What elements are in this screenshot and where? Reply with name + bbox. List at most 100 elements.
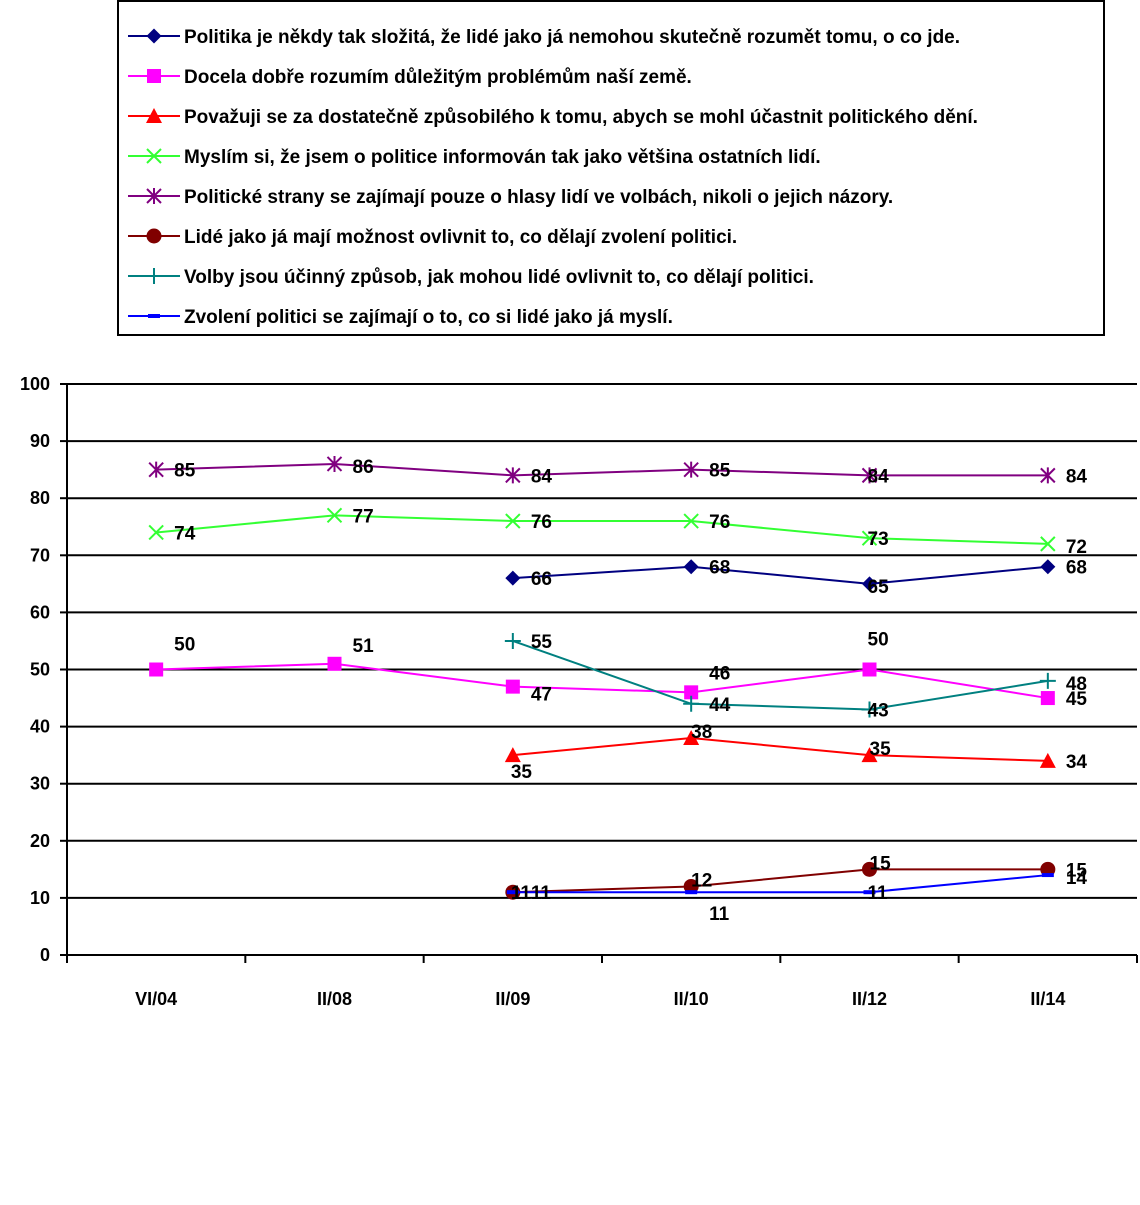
- data-point: [326, 455, 343, 472]
- series: [148, 455, 1056, 484]
- data-label: 84: [1066, 466, 1088, 487]
- legend-item: Lidé jako já mají možnost ovlivnit to, c…: [128, 227, 737, 248]
- data-point: [683, 730, 700, 746]
- data-label: 65: [868, 577, 890, 598]
- data-label: 11: [709, 904, 730, 925]
- data-point: [506, 890, 519, 895]
- data-label: 11: [868, 883, 889, 904]
- data-point: [684, 685, 699, 700]
- series-line: [156, 514, 1048, 545]
- data-point: [683, 513, 699, 529]
- legend-item: Zvolení politici se zajímají o to, co si…: [128, 307, 673, 328]
- data-point: [862, 576, 877, 592]
- data-point: [505, 513, 521, 529]
- data-point: [148, 524, 164, 541]
- series: [505, 861, 1056, 900]
- legend-label: Lidé jako já mají možnost ovlivnit to, c…: [184, 227, 737, 248]
- series: [505, 559, 1056, 592]
- y-tick-label: 30: [30, 774, 50, 794]
- legend-marker-icon: [147, 69, 161, 83]
- series-line: [512, 874, 1048, 894]
- data-label: 47: [531, 685, 552, 706]
- data-label: 50: [174, 635, 195, 656]
- y-tick-label: 100: [20, 374, 50, 394]
- data-label: 84: [868, 466, 890, 487]
- series-line: [512, 565, 1048, 585]
- data-label: 35: [511, 762, 533, 783]
- data-point: [327, 656, 342, 671]
- y-tick-label: 40: [30, 717, 50, 737]
- data-label: 43: [868, 700, 889, 721]
- legend-marker-icon: [146, 148, 162, 164]
- data-point: [505, 467, 521, 484]
- series: [504, 730, 1056, 768]
- data-point: [861, 467, 878, 484]
- data-point: [504, 747, 521, 763]
- legend-label: Myslím si, že jsem o politice informován…: [184, 147, 821, 168]
- data-point: [685, 890, 698, 895]
- data-label: 50: [868, 630, 889, 651]
- data-label: 11: [531, 883, 552, 904]
- x-tick-label: II/09: [495, 989, 530, 1009]
- data-label: 44: [709, 695, 731, 716]
- data-point: [505, 570, 521, 586]
- data-point: [1040, 691, 1055, 706]
- y-tick-label: 20: [30, 831, 50, 851]
- y-tick-label: 10: [30, 888, 50, 908]
- data-label: 51: [353, 636, 375, 657]
- y-tick-label: 80: [30, 488, 50, 508]
- data-label: 76: [709, 512, 730, 533]
- legend-label: Docela dobře rozumím důležitým problémům…: [184, 67, 692, 88]
- data-point: [861, 701, 878, 718]
- data-label: 35: [870, 739, 892, 760]
- legend-item: Myslím si, že jsem o politice informován…: [128, 147, 821, 168]
- x-tick-label: II/08: [317, 989, 352, 1009]
- series: [506, 873, 1054, 895]
- legend-label: Volby jsou účinný způsob, jak mohou lidé…: [184, 267, 814, 288]
- data-point: [1040, 467, 1056, 484]
- legend-marker-icon: [148, 314, 160, 318]
- data-label: 45: [1066, 689, 1088, 710]
- legend: Politika je někdy tak složitá, že lidé j…: [117, 0, 1105, 336]
- legend-item: Politika je někdy tak složitá, že lidé j…: [128, 27, 960, 48]
- data-label: 34: [1066, 752, 1088, 773]
- data-label: 73: [868, 529, 889, 550]
- data-label: 46: [709, 663, 730, 684]
- data-point: [1039, 752, 1056, 768]
- data-point: [505, 679, 520, 694]
- data-point: [862, 861, 877, 877]
- data-point: [683, 461, 699, 478]
- legend-marker-icon: [146, 108, 162, 123]
- legend-marker-icon: [146, 228, 162, 244]
- data-point: [504, 632, 521, 649]
- data-point: [683, 559, 699, 575]
- data-label: 15: [870, 853, 892, 874]
- data-point: [1040, 536, 1056, 552]
- data-label: 11: [511, 883, 532, 904]
- series: [148, 507, 1056, 552]
- data-label: 66: [531, 569, 552, 590]
- legend-item: Politické strany se zajímají pouze o hla…: [128, 187, 893, 208]
- legend-item: Volby jsou účinný způsob, jak mohou lidé…: [128, 267, 814, 288]
- data-label: 55: [531, 632, 553, 653]
- x-tick-label: VI/04: [135, 989, 177, 1009]
- data-label: 48: [1066, 674, 1087, 695]
- data-point: [1041, 873, 1054, 878]
- data-point: [683, 695, 700, 712]
- y-tick-label: 60: [30, 602, 50, 622]
- data-point: [148, 461, 164, 478]
- data-point: [862, 662, 877, 677]
- series: [504, 632, 1056, 718]
- data-point: [1039, 672, 1056, 689]
- data-point: [149, 662, 164, 677]
- y-tick-label: 50: [30, 660, 50, 680]
- data-point: [326, 507, 343, 524]
- data-label: 85: [709, 461, 731, 482]
- data-label: 38: [691, 722, 712, 743]
- data-label: 14: [1066, 868, 1088, 889]
- x-tick-label: II/10: [674, 989, 709, 1009]
- series-line: [512, 868, 1048, 894]
- data-label: 77: [353, 506, 374, 527]
- data-label: 84: [531, 466, 553, 487]
